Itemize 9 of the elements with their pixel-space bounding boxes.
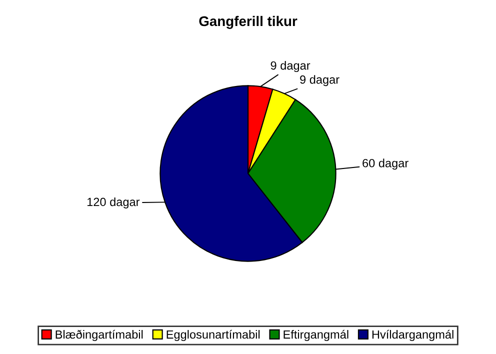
data-label: 9 dagar xyxy=(300,75,340,86)
data-label: 120 dagar xyxy=(87,197,140,208)
data-label: 9 dagar xyxy=(270,61,310,72)
data-label: 60 dagar xyxy=(362,158,408,170)
legend-label: Egglosunartímabil xyxy=(166,330,260,342)
legend-label: Blæðingartímabil xyxy=(56,330,143,342)
legend-label: Hvíldargangmál xyxy=(372,330,454,342)
legend-label: Eftirgangmál xyxy=(284,330,348,342)
chart-title: Gangferill tikur xyxy=(199,16,298,29)
